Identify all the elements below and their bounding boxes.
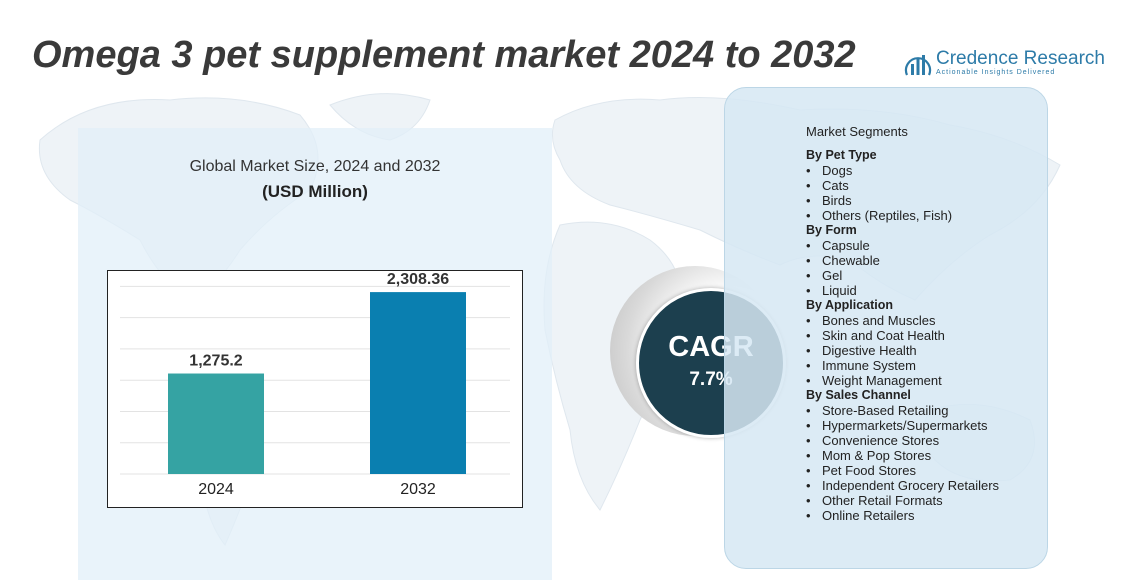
- segment-item: Digestive Health: [806, 343, 1046, 358]
- segment-item: Chewable: [806, 253, 1046, 268]
- segments-list: Market Segments By Pet TypeDogsCatsBirds…: [806, 124, 1046, 523]
- segment-item: Pet Food Stores: [806, 463, 1046, 478]
- segment-item: Immune System: [806, 358, 1046, 373]
- chart-title: Global Market Size, 2024 and 2032: [189, 158, 441, 175]
- bar-2024: [168, 373, 264, 474]
- cagr-value: 7.7%: [689, 369, 733, 390]
- segments-heading: Market Segments: [806, 124, 908, 139]
- company-logo: Credence Research Actionable Insights De…: [904, 46, 1105, 80]
- segment-item: Convenience Stores: [806, 433, 1046, 448]
- segment-item: Gel: [806, 268, 1046, 283]
- segment-item: Other Retail Formats: [806, 493, 1046, 508]
- segment-item: Capsule: [806, 238, 1046, 253]
- segment-group-title: By Form: [806, 223, 857, 237]
- logo-name: Credence Research: [936, 48, 1105, 69]
- segment-item: Skin and Coat Health: [806, 328, 1046, 343]
- bar-chart-logo-icon: [904, 55, 932, 76]
- bar-chart-frame: 1,275.2 2024 2,308.36 2032: [107, 270, 523, 508]
- segment-group-title: By Pet Type: [806, 148, 877, 162]
- chart-unit-label: (USD Million): [262, 182, 368, 201]
- segment-item: Mom & Pop Stores: [806, 448, 1046, 463]
- segment-item: Store-Based Retailing: [806, 403, 1046, 418]
- bar-2032: [370, 292, 466, 474]
- x-tick-label: 2024: [198, 481, 234, 498]
- x-tick-label: 2032: [400, 481, 436, 498]
- segment-item: Hypermarkets/Supermarkets: [806, 418, 1046, 433]
- segment-item: Birds: [806, 193, 1046, 208]
- data-label: 1,275.2: [189, 353, 242, 370]
- bar-chart: 1,275.2 2024 2,308.36 2032: [120, 271, 510, 498]
- data-label: 2,308.36: [387, 271, 449, 288]
- segment-item: Others (Reptiles, Fish): [806, 208, 1046, 223]
- segment-group-title: By Application: [806, 298, 894, 312]
- segment-item: Liquid: [806, 283, 1046, 298]
- segment-item: Weight Management: [806, 373, 1046, 388]
- logo-tagline: Actionable Insights Delivered: [936, 69, 1056, 76]
- segment-item: Independent Grocery Retailers: [806, 478, 1046, 493]
- segment-group-title: By Sales Channel: [806, 388, 911, 402]
- segment-item: Dogs: [806, 163, 1046, 178]
- segment-item: Online Retailers: [806, 508, 1046, 523]
- segment-item: Bones and Muscles: [806, 313, 1046, 328]
- segment-item: Cats: [806, 178, 1046, 193]
- page-title: Omega 3 pet supplement market 2024 to 20…: [32, 34, 856, 76]
